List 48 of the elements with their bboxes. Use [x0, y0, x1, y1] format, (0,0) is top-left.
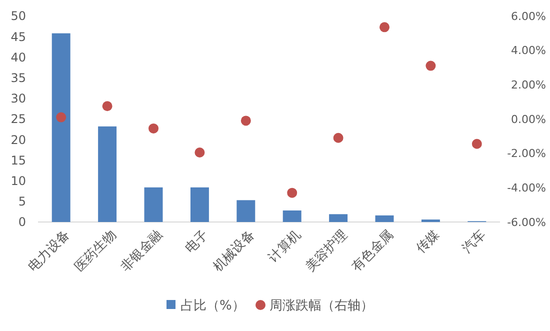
legend-label: 占比（%）	[180, 298, 245, 314]
y-tick-label: 45	[10, 30, 26, 44]
bar	[329, 214, 348, 222]
y-tick-label: 15	[10, 153, 26, 168]
point	[426, 60, 436, 71]
point	[380, 22, 390, 32]
x-tick-label: 汽车	[460, 227, 489, 256]
y2-tick-label: 0.00%	[511, 112, 546, 126]
y2-tick-label: -2.00%	[507, 147, 546, 160]
x-tick-label: 电子	[182, 227, 212, 256]
y-tick-label: 20	[10, 132, 26, 147]
y2-tick-label: -6.00%	[507, 216, 546, 229]
x-tick-label: 非银金融	[118, 227, 166, 275]
x-tick-label: 电力设备	[26, 227, 74, 275]
x-tick-label: 机械设备	[210, 227, 258, 275]
bar	[144, 187, 163, 222]
x-tick-label: 美容护理	[302, 226, 350, 275]
x-tick-label: 计算机	[266, 227, 304, 266]
y-tick-label: 35	[10, 71, 26, 85]
bar	[236, 200, 256, 222]
y2-tick-label: 2.00%	[511, 78, 546, 92]
y-tick-label: 25	[10, 112, 26, 126]
y-tick-label: 50	[10, 9, 26, 24]
y-tick-label: 10	[10, 174, 26, 188]
x-tick-label: 传媒	[414, 227, 443, 256]
bar	[190, 187, 209, 222]
legend-label: 周涨跌幅（右轴）	[270, 298, 374, 314]
y2-tick-label: 6.00%	[511, 10, 546, 23]
y-tick-label: 5	[18, 194, 26, 209]
x-tick-label: 有色金属	[349, 227, 397, 275]
point	[333, 132, 344, 143]
point	[287, 188, 298, 198]
bar	[52, 33, 70, 222]
point	[472, 138, 482, 149]
y2-tick-label: -4.00%	[507, 182, 546, 195]
point	[194, 147, 205, 158]
bar	[282, 210, 302, 222]
y-tick-label: 40	[10, 50, 26, 64]
point	[56, 112, 66, 122]
point	[102, 101, 112, 112]
y-tick-label: 0	[18, 215, 26, 230]
bar	[375, 215, 394, 222]
y2-tick-label: 4.00%	[511, 44, 546, 58]
point	[240, 116, 251, 126]
y-tick-label: 30	[10, 92, 26, 106]
bar	[98, 126, 117, 222]
point	[148, 123, 158, 134]
x-tick-label: 医药生物	[72, 227, 120, 275]
